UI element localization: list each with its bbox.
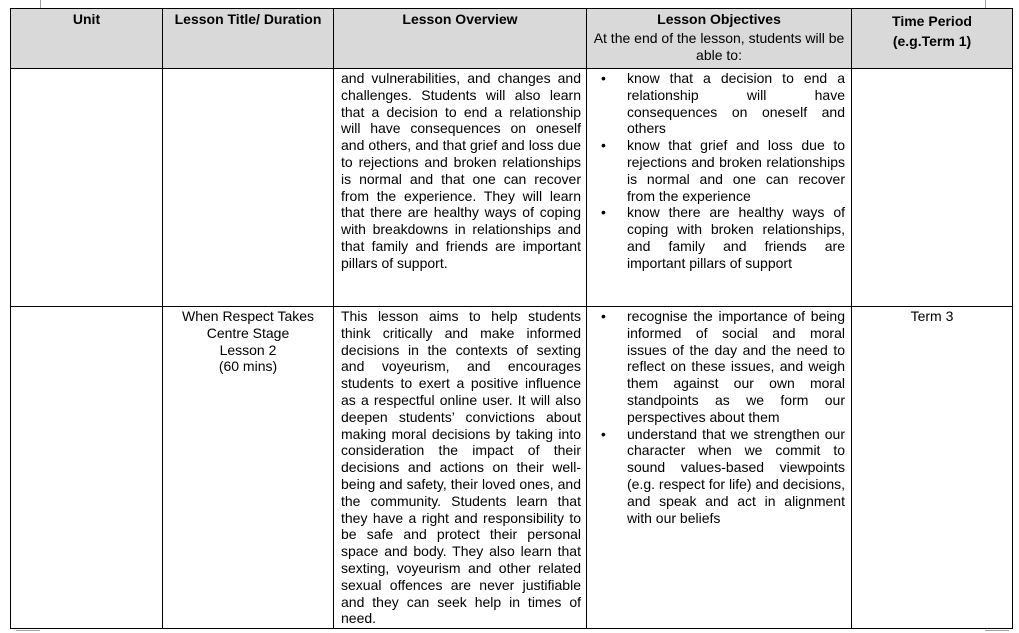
cell-title bbox=[162, 68, 334, 307]
header-objectives-sub: At the end of the lesson, students will … bbox=[593, 29, 845, 63]
lesson-number: Lesson 2 bbox=[219, 341, 277, 358]
lesson-duration: (60 mins) bbox=[218, 358, 278, 375]
page-corner-mark bbox=[985, 0, 986, 8]
header-objectives-label: Lesson Objectives bbox=[657, 11, 781, 27]
table-row: When Respect Takes Centre Stage Lesson 2… bbox=[10, 306, 1013, 629]
cell-objectives: recognise the importance of being inform… bbox=[586, 306, 852, 629]
cell-time bbox=[851, 68, 1013, 307]
header-overview: Lesson Overview bbox=[333, 8, 587, 69]
objective-item: recognise the importance of being inform… bbox=[601, 308, 845, 426]
header-time-label: Time Period bbox=[892, 13, 972, 29]
header-objectives: Lesson Objectives At the end of the less… bbox=[586, 8, 852, 69]
header-time: Time Period (e.g.Term 1) bbox=[851, 8, 1013, 69]
objective-item: understand that we strengthen our charac… bbox=[601, 426, 845, 527]
header-title: Lesson Title/ Duration bbox=[162, 8, 334, 69]
cell-objectives: know that a decision to end a relationsh… bbox=[586, 68, 852, 307]
lesson-title: When Respect Takes Centre Stage bbox=[181, 308, 315, 341]
page-corner-mark bbox=[40, 0, 41, 8]
table-row: and vulnerabilities, and changes and cha… bbox=[10, 68, 1013, 307]
page-corner-mark bbox=[16, 630, 40, 631]
objective-item: know there are healthy ways of coping wi… bbox=[601, 204, 845, 271]
header-unit: Unit bbox=[10, 8, 163, 69]
header-time-sub: (e.g.Term 1) bbox=[892, 33, 972, 49]
cell-overview: and vulnerabilities, and changes and cha… bbox=[333, 68, 587, 307]
cell-unit bbox=[10, 68, 163, 307]
cell-overview: This lesson aims to help students think … bbox=[333, 306, 587, 629]
header-row: Unit Lesson Title/ Duration Lesson Overv… bbox=[10, 8, 1013, 69]
objective-item: know that grief and loss due to rejectio… bbox=[601, 137, 845, 204]
lesson-plan-table: Unit Lesson Title/ Duration Lesson Overv… bbox=[10, 8, 1013, 629]
page-corner-mark bbox=[985, 630, 1009, 631]
cell-unit bbox=[10, 306, 163, 629]
objective-item: know that a decision to end a relationsh… bbox=[601, 70, 845, 137]
cell-time: Term 3 bbox=[851, 306, 1013, 629]
cell-title: When Respect Takes Centre Stage Lesson 2… bbox=[162, 306, 334, 629]
